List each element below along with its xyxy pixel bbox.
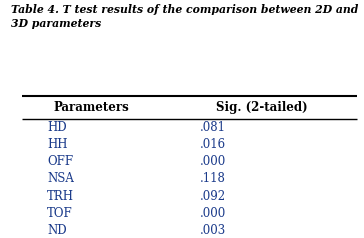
Text: Table 4. T test results of the comparison between 2D and
3D parameters: Table 4. T test results of the compariso… — [11, 4, 358, 29]
Text: .003: .003 — [200, 224, 226, 237]
Text: HH: HH — [47, 138, 68, 151]
Text: .081: .081 — [200, 121, 226, 134]
Text: NSA: NSA — [47, 173, 74, 185]
Text: TRH: TRH — [47, 190, 74, 203]
Text: ND: ND — [47, 224, 67, 237]
Text: .000: .000 — [200, 155, 226, 168]
Text: .092: .092 — [200, 190, 226, 203]
Text: .118: .118 — [200, 173, 226, 185]
Text: Parameters: Parameters — [53, 101, 129, 114]
Text: .016: .016 — [200, 138, 226, 151]
Text: .000: .000 — [200, 207, 226, 220]
Text: HD: HD — [47, 121, 67, 134]
Text: Sig. (2-tailed): Sig. (2-tailed) — [216, 101, 308, 114]
Text: TOF: TOF — [47, 207, 73, 220]
Text: OFF: OFF — [47, 155, 74, 168]
